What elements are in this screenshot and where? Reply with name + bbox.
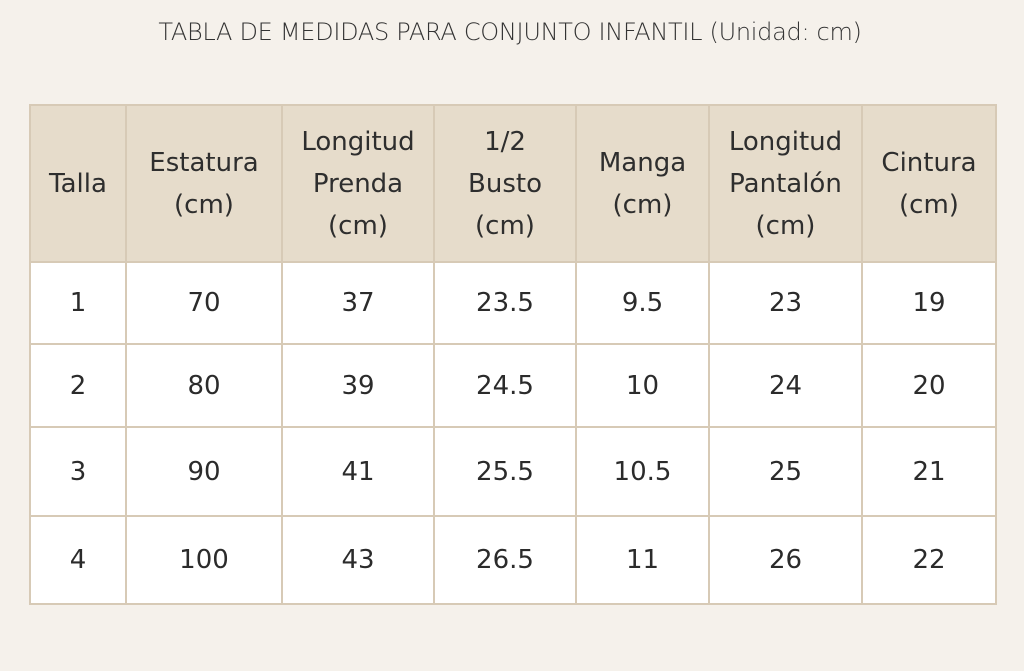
table-cell: 11 <box>575 515 710 605</box>
table-cell: 100 <box>125 515 283 605</box>
table-cell: 43 <box>281 515 435 605</box>
header-row: Talla Estatura (cm) Longitud Prenda (cm) 1/… <box>29 104 997 263</box>
table-cell: 10.5 <box>575 426 710 517</box>
title: TABLA DE MEDIDAS PARA CONJUNTO INFANTIL … <box>158 18 862 46</box>
size-table: Talla Estatura (cm) Longitud Prenda (cm) 1/… <box>29 104 997 605</box>
table-cell: 24 <box>708 343 863 428</box>
table-cell: 90 <box>125 426 283 517</box>
table-cell: 80 <box>125 343 283 428</box>
table-body: 1 70 37 23.5 9.5 23 19 2 80 39 24.5 10 24 20 3 90 41 25.5… <box>29 261 997 605</box>
table-cell: 39 <box>281 343 435 428</box>
table-cell: 1 <box>29 261 127 345</box>
table-row: 4 100 43 26.5 11 26 22 <box>29 515 997 605</box>
table-cell: 41 <box>281 426 435 517</box>
table-cell: 2 <box>29 343 127 428</box>
column-header: Estatura (cm) <box>125 104 283 263</box>
table-row: 2 80 39 24.5 10 24 20 <box>29 343 997 428</box>
table-row: 3 90 41 25.5 10.5 25 21 <box>29 426 997 517</box>
column-header: Manga (cm) <box>575 104 710 263</box>
table-cell: 9.5 <box>575 261 710 345</box>
table-cell: 4 <box>29 515 127 605</box>
table-cell: 25 <box>708 426 863 517</box>
table-cell: 23 <box>708 261 863 345</box>
table-cell: 22 <box>861 515 997 605</box>
table-cell: 3 <box>29 426 127 517</box>
table-cell: 26.5 <box>433 515 577 605</box>
column-header: Cintura (cm) <box>861 104 997 263</box>
table-cell: 26 <box>708 515 863 605</box>
table-cell: 20 <box>861 343 997 428</box>
table-cell: 70 <box>125 261 283 345</box>
column-header: Longitud Pantalón (cm) <box>708 104 863 263</box>
table-cell: 23.5 <box>433 261 577 345</box>
table-cell: 19 <box>861 261 997 345</box>
table-row: 1 70 37 23.5 9.5 23 19 <box>29 261 997 345</box>
column-header: Longitud Prenda (cm) <box>281 104 435 263</box>
table-cell: 25.5 <box>433 426 577 517</box>
column-header: 1/2 Busto (cm) <box>433 104 577 263</box>
table-cell: 24.5 <box>433 343 577 428</box>
table-cell: 10 <box>575 343 710 428</box>
column-header: Talla <box>29 104 127 263</box>
table-cell: 21 <box>861 426 997 517</box>
table-cell: 37 <box>281 261 435 345</box>
